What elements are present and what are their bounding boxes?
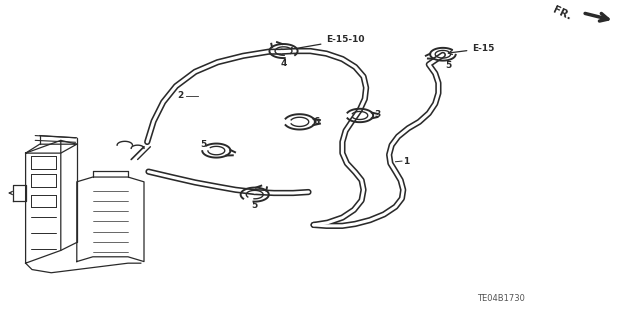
Text: 4: 4: [280, 59, 287, 68]
Text: E-15: E-15: [448, 44, 495, 55]
Text: 5: 5: [445, 61, 451, 70]
Text: TE04B1730: TE04B1730: [477, 294, 525, 303]
Text: 1: 1: [403, 157, 410, 166]
Text: E-15-10: E-15-10: [289, 35, 365, 51]
Text: FR.: FR.: [551, 5, 573, 22]
Text: 2: 2: [177, 91, 184, 100]
Text: 5: 5: [252, 201, 258, 210]
Text: 5: 5: [200, 140, 207, 149]
Text: 3: 3: [374, 110, 381, 119]
Text: 6: 6: [314, 117, 320, 126]
